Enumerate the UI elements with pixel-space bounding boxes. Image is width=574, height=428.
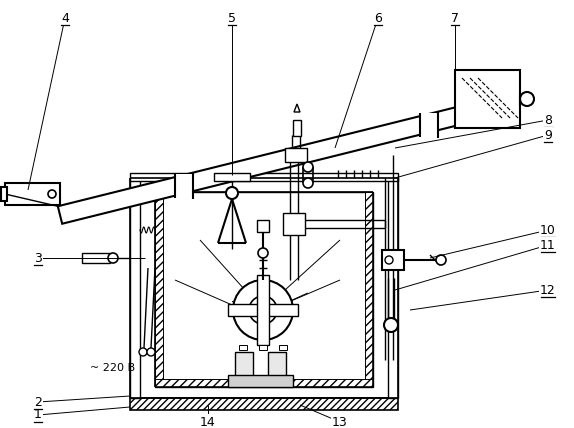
Bar	[259, 345, 267, 350]
Bar	[388, 178, 398, 398]
Bar	[455, 70, 520, 128]
Bar	[1, 187, 7, 201]
Circle shape	[258, 248, 268, 258]
Text: 12: 12	[540, 283, 556, 297]
Circle shape	[233, 280, 293, 340]
Text: 9: 9	[544, 128, 552, 142]
Polygon shape	[58, 99, 492, 224]
Circle shape	[108, 253, 118, 263]
Text: 6: 6	[374, 12, 382, 24]
Bar	[257, 220, 269, 232]
Text: 13: 13	[332, 416, 348, 428]
Bar	[130, 178, 140, 398]
Circle shape	[385, 256, 393, 264]
Circle shape	[249, 296, 277, 324]
Bar	[155, 192, 373, 387]
Bar	[235, 352, 253, 380]
Bar	[175, 174, 193, 198]
Bar	[285, 148, 307, 162]
Circle shape	[384, 318, 398, 332]
Circle shape	[139, 348, 147, 356]
Text: 3: 3	[34, 252, 42, 265]
Text: 2: 2	[34, 395, 42, 408]
Bar	[420, 113, 438, 137]
Circle shape	[303, 178, 313, 188]
Circle shape	[226, 187, 238, 199]
Polygon shape	[294, 104, 300, 112]
Bar	[382, 250, 404, 270]
Bar	[5, 183, 60, 205]
Text: 4: 4	[61, 12, 69, 24]
Bar	[283, 213, 305, 235]
Bar	[130, 398, 398, 410]
Text: 11: 11	[540, 238, 556, 252]
Bar	[155, 379, 373, 387]
Circle shape	[520, 92, 534, 106]
Circle shape	[147, 348, 155, 356]
Circle shape	[303, 162, 313, 172]
Text: 1: 1	[34, 408, 42, 422]
Text: 5: 5	[228, 12, 236, 24]
Bar	[239, 345, 247, 350]
Text: 8: 8	[544, 113, 552, 127]
Bar	[214, 173, 250, 181]
Text: 7: 7	[451, 12, 459, 24]
Circle shape	[436, 255, 446, 265]
Bar	[155, 192, 163, 387]
Bar	[279, 345, 287, 350]
Bar	[257, 275, 269, 345]
Text: 10: 10	[540, 223, 556, 237]
Bar	[268, 352, 286, 380]
Text: ~ 220 В: ~ 220 В	[90, 363, 135, 373]
Bar	[130, 173, 398, 181]
Bar	[293, 120, 301, 136]
Bar	[228, 375, 293, 387]
Bar	[365, 192, 373, 387]
Bar	[228, 304, 298, 316]
Bar	[82, 253, 110, 263]
Text: 14: 14	[200, 416, 216, 428]
